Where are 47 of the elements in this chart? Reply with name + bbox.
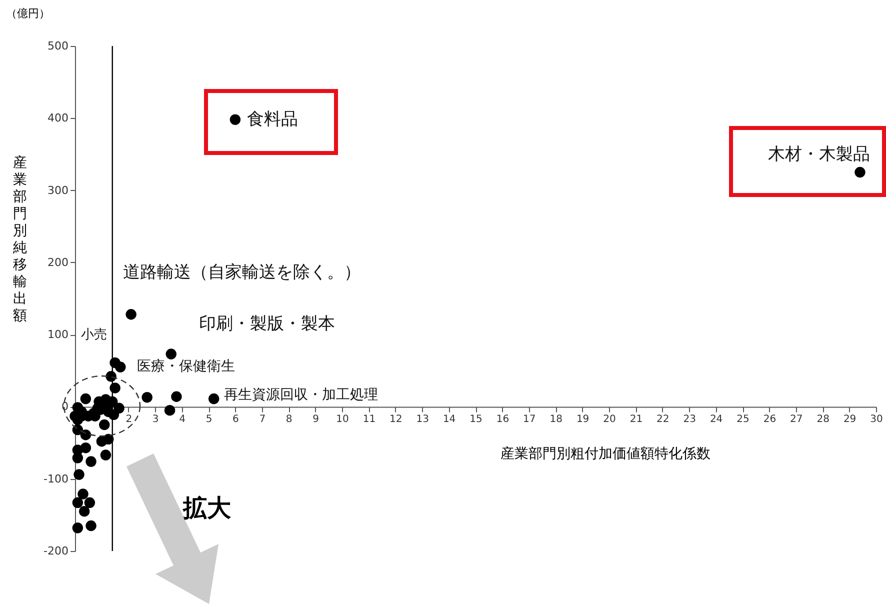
x-tick-label: 4 — [179, 414, 186, 426]
x-tick-label: 24 — [710, 414, 723, 426]
annotation: 道路輸送（自家輸送を除く。） — [123, 262, 362, 282]
x-tick-label: 14 — [442, 414, 456, 426]
y-tick-label: 300 — [48, 184, 68, 197]
x-tick-label: 16 — [496, 414, 510, 426]
x-tick-label: 15 — [470, 414, 482, 426]
x-tick-label: 7 — [259, 414, 266, 426]
text: 産業部門別純移輸出額 — [13, 155, 27, 324]
x-tick-label: 13 — [416, 414, 429, 426]
x-tick-label: 17 — [523, 414, 536, 426]
text: （億円） — [6, 6, 50, 21]
x-tick-label: 25 — [736, 414, 750, 426]
y-tick-label: 200 — [48, 256, 68, 269]
annotation: 食料品 — [247, 110, 298, 130]
annotation: 木材・木製品 — [768, 144, 870, 164]
annotation: 小売 — [81, 328, 108, 343]
y-tick-label: 100 — [48, 328, 68, 342]
y-tick-label: 500 — [48, 40, 68, 52]
x-tick-label: 3 — [152, 414, 159, 426]
y-tick-label: 400 — [48, 112, 68, 125]
x-tick-label: 28 — [816, 414, 830, 426]
x-tick-label: 19 — [576, 414, 590, 426]
x-tick-label: 23 — [683, 414, 696, 426]
x-tick-label: 2 — [126, 414, 132, 426]
x-tick-label: 6 — [232, 414, 239, 426]
x-tick-label: 5 — [206, 414, 212, 426]
annotation: 医療・保健衛生 — [137, 358, 236, 374]
x-tick-label: 30 — [870, 414, 883, 426]
y-tick-label: -200 — [44, 544, 68, 558]
annotation: 印刷・製版・製本 — [199, 314, 336, 334]
x-tick-label: 12 — [390, 414, 402, 426]
x-tick-label: 18 — [550, 414, 562, 426]
x-tick-label: 21 — [630, 414, 643, 426]
x-axis-title: 産業部門別粗付加価値額特化係数 — [500, 446, 710, 462]
x-tick-label: 20 — [603, 414, 616, 426]
annotation: 再生資源回収・加工処理 — [224, 386, 378, 403]
x-tick-label: 9 — [312, 414, 319, 426]
x-tick-label: 22 — [656, 414, 670, 426]
x-tick-label: 10 — [336, 414, 349, 426]
x-tick-label: 27 — [790, 414, 803, 426]
annotation: 拡大 — [183, 493, 231, 524]
y-tick-label: -100 — [44, 472, 68, 486]
x-tick-label: 26 — [763, 414, 776, 426]
x-tick-label: 29 — [843, 414, 856, 426]
x-tick-label: 11 — [362, 414, 376, 426]
x-tick-label: 8 — [286, 414, 292, 426]
